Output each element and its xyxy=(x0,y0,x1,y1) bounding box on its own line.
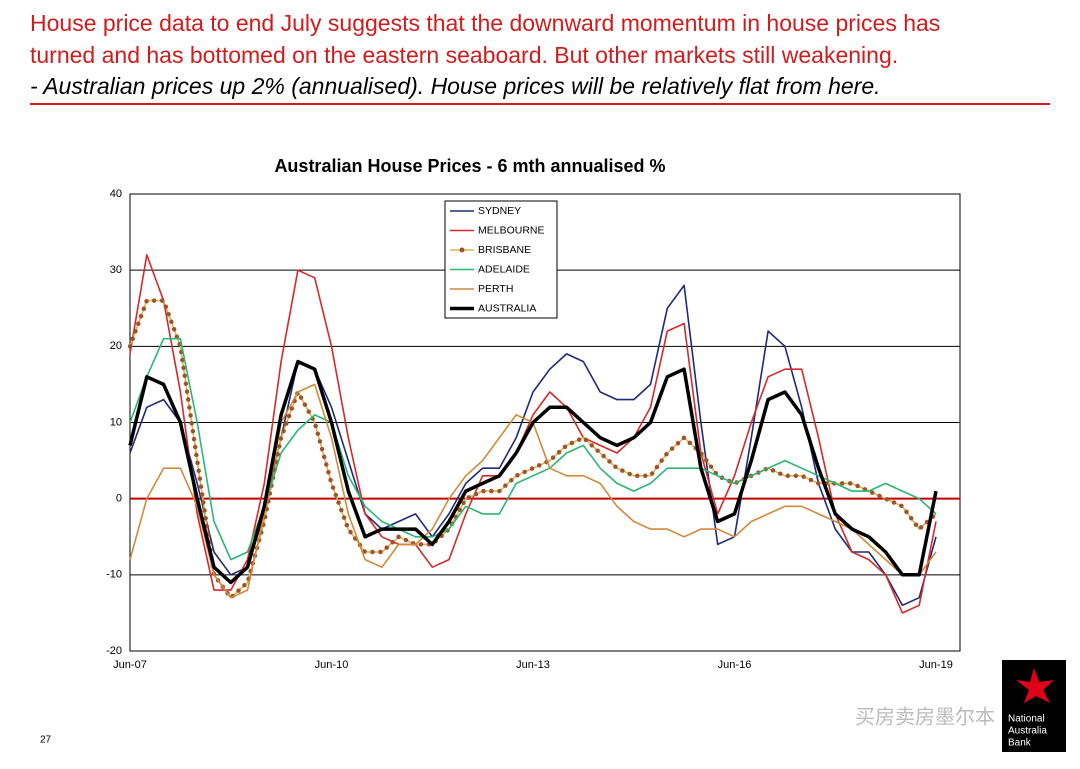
legend-label: SYDNEY xyxy=(478,205,521,217)
legend-label: MELBOURNE xyxy=(478,224,545,236)
x-tick-label: Jun-10 xyxy=(315,659,349,671)
legend: SYDNEY MELBOURNE BRISBANE ADELAIDE PERTH AUST… xyxy=(444,200,558,319)
y-tick-label: 10 xyxy=(110,416,122,428)
legend-label: ADELAIDE xyxy=(478,263,530,275)
x-tick-label: Jun-13 xyxy=(516,659,550,671)
logo-star xyxy=(1016,668,1054,703)
page-number: 27 xyxy=(40,735,52,746)
y-tick-label: -10 xyxy=(106,569,122,581)
x-tick-label: Jun-19 xyxy=(919,659,953,671)
logo-text: Bank xyxy=(1008,738,1032,749)
headline: House price data to end July suggests th… xyxy=(30,10,940,36)
x-tick-label: Jun-07 xyxy=(113,659,147,671)
series-line xyxy=(129,254,937,614)
legend-box xyxy=(444,200,558,319)
y-tick-label: 30 xyxy=(110,264,122,276)
x-tick-label: Jun-16 xyxy=(718,659,752,671)
logo-text: Australia xyxy=(1008,726,1047,737)
plot xyxy=(127,254,960,614)
y-tick-label: 20 xyxy=(110,340,122,352)
y-tick-label: -20 xyxy=(106,645,122,657)
series-line xyxy=(129,337,937,561)
chart-title: Australian House Prices - 6 mth annualis… xyxy=(274,156,665,176)
series-dots xyxy=(127,298,939,602)
legend-dot xyxy=(459,247,465,253)
headline: turned and has bottomed on the eastern s… xyxy=(30,42,898,68)
legend-label: PERTH xyxy=(478,283,513,295)
legend-label: BRISBANE xyxy=(478,244,531,256)
watermark: 买房卖房墨尔本 xyxy=(855,705,995,728)
series-line xyxy=(128,359,938,585)
y-tick-label: 0 xyxy=(116,493,122,505)
legend-label: AUSTRALIA xyxy=(478,302,536,314)
logo-text: National xyxy=(1008,714,1045,725)
subline: - Australian prices up 2% (annualised). … xyxy=(30,73,881,99)
y-tick-label: 40 xyxy=(110,188,122,200)
